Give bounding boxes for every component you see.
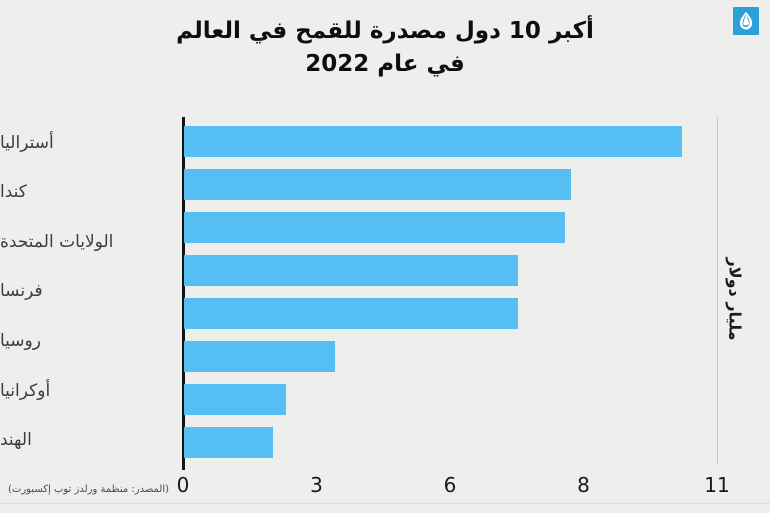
chart-title: أكبر 10 دول مصدرة للقمح في العالم في عام… [0, 15, 770, 81]
category-label: روسيا [0, 331, 41, 352]
bar [184, 169, 572, 200]
right-gridline [717, 117, 718, 465]
chart-title-line2: في عام 2022 [305, 51, 465, 77]
bottom-divider [0, 503, 770, 504]
bars-layer [184, 120, 724, 464]
bar [184, 212, 565, 243]
x-tick-label: 8 [577, 473, 590, 497]
bar [184, 298, 518, 329]
aljazeera-logo [733, 7, 759, 35]
bar [184, 255, 518, 286]
category-label: كندا [0, 182, 27, 203]
category-label: الولايات المتحدة [0, 231, 114, 252]
aljazeera-flame-icon [739, 11, 753, 30]
unit-axis-label: مليار دولار [725, 257, 745, 341]
x-tick-label: 0 [176, 473, 190, 497]
chart-title-line1: أكبر 10 دول مصدرة للقمح في العالم [176, 18, 594, 44]
bar [184, 427, 273, 458]
category-label: أستراليا [0, 132, 54, 153]
bar [184, 384, 287, 415]
category-label: فرنسا [0, 281, 43, 302]
x-tick-label: 3 [310, 473, 323, 497]
category-label: الهند [0, 430, 32, 451]
bar [184, 126, 683, 157]
x-tick-label: 11 [704, 473, 730, 497]
category-label: أوكرانيا [0, 380, 51, 401]
x-tick-label: 6 [443, 473, 457, 497]
bar [184, 341, 336, 372]
category-labels: أستراليا كندا الولايات المتحدة فرنسا روسيا أو… [0, 118, 170, 465]
source-note: (المصدر: منظمة ورلدز توب إكسبورت) [8, 484, 169, 495]
y-axis-line [182, 117, 185, 470]
